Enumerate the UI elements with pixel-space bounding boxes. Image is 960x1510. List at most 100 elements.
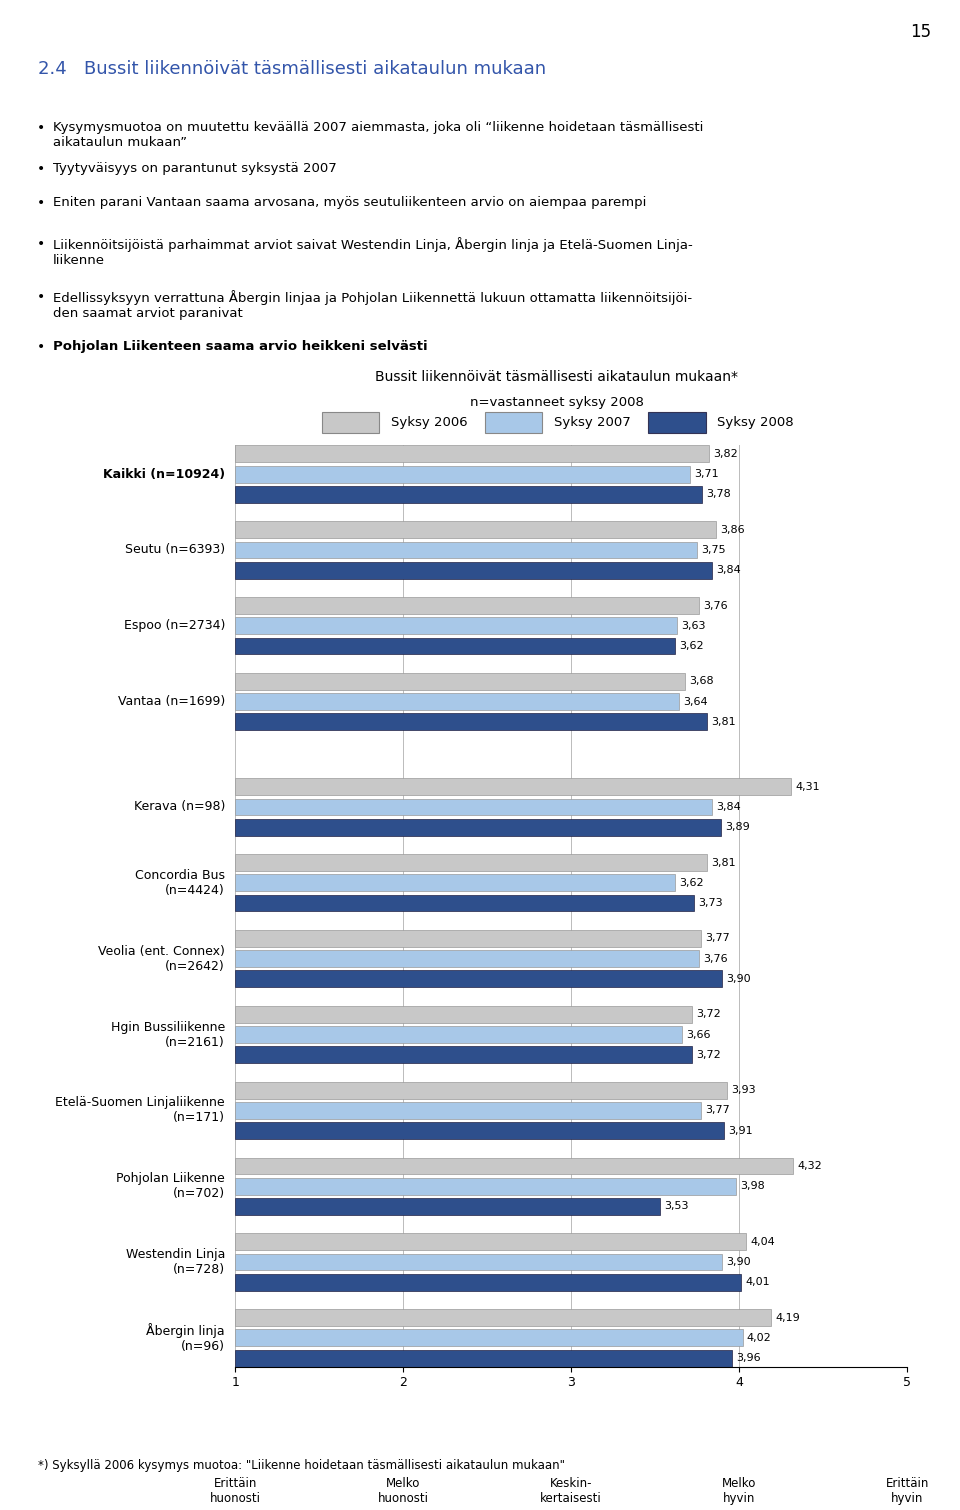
Text: Seutu (n=6393): Seutu (n=6393) — [125, 544, 225, 557]
Bar — [235, 971, 722, 988]
Bar — [235, 693, 679, 710]
Text: 3,96: 3,96 — [736, 1353, 761, 1364]
Bar — [235, 1253, 722, 1270]
Text: *) Syksyllä 2006 kysymys muotoa: "Liikenne hoidetaan täsmällisesti aikataulun mu: *) Syksyllä 2006 kysymys muotoa: "Liiken… — [38, 1459, 565, 1472]
Bar — [235, 1027, 682, 1043]
Text: 3,81: 3,81 — [711, 858, 736, 868]
Bar — [235, 542, 697, 559]
Text: Melko
huonosti: Melko huonosti — [377, 1477, 429, 1505]
Bar — [235, 1158, 793, 1175]
Text: 2.4   Bussit liikennöivät täsmällisesti aikataulun mukaan: 2.4 Bussit liikennöivät täsmällisesti ai… — [38, 60, 546, 79]
Bar — [235, 445, 708, 462]
Text: 4,02: 4,02 — [747, 1333, 772, 1342]
Text: Westendin Linja
(n=728): Westendin Linja (n=728) — [126, 1249, 225, 1276]
Bar — [235, 1350, 732, 1367]
Bar — [235, 1081, 728, 1099]
Text: 3,76: 3,76 — [703, 954, 728, 963]
Text: Concordia Bus
(n=4424): Concordia Bus (n=4424) — [135, 868, 225, 897]
Text: 3,73: 3,73 — [698, 898, 723, 908]
Text: Syksy 2006: Syksy 2006 — [391, 417, 468, 429]
Bar — [235, 713, 708, 731]
Text: •: • — [36, 237, 45, 251]
Text: •: • — [36, 340, 45, 353]
Text: 3,62: 3,62 — [680, 877, 705, 888]
Text: 3,72: 3,72 — [696, 1009, 721, 1019]
Text: Tyytyväisyys on parantunut syksystä 2007: Tyytyväisyys on parantunut syksystä 2007 — [53, 162, 337, 175]
Text: Keskin-
kertaisesti: Keskin- kertaisesti — [540, 1477, 602, 1505]
Bar — [235, 1274, 741, 1291]
Text: 3,72: 3,72 — [696, 1049, 721, 1060]
Bar — [235, 799, 712, 815]
Text: 3,90: 3,90 — [727, 1256, 752, 1267]
Text: Erittäin
hyvin: Erittäin hyvin — [885, 1477, 929, 1505]
Bar — [235, 1046, 692, 1063]
Bar — [235, 618, 677, 634]
Bar — [235, 930, 701, 947]
Bar — [235, 1122, 724, 1139]
Text: 3,81: 3,81 — [711, 717, 736, 726]
Text: 3,86: 3,86 — [720, 524, 745, 535]
Bar — [235, 1197, 660, 1216]
Bar — [235, 894, 694, 912]
Text: Pohjolan Liikenne
(n=702): Pohjolan Liikenne (n=702) — [116, 1172, 225, 1200]
Bar — [235, 855, 708, 871]
Bar — [235, 818, 721, 835]
Text: Kaikki (n=10924): Kaikki (n=10924) — [103, 468, 225, 480]
Bar — [235, 673, 685, 690]
Text: 3,77: 3,77 — [705, 933, 730, 944]
Text: Edellissyksyyn verrattuna Åbergin linjaa ja Pohjolan Liikennettä lukuun ottamatt: Edellissyksyyn verrattuna Åbergin linjaa… — [53, 290, 692, 320]
Text: 3,76: 3,76 — [703, 601, 728, 610]
Text: Vantaa (n=1699): Vantaa (n=1699) — [118, 695, 225, 708]
Text: Kysymysmuotoa on muutettu keväällä 2007 aiemmasta, joka oli “liikenne hoidetaan : Kysymysmuotoa on muutettu keväällä 2007 … — [53, 121, 703, 149]
Text: 4,01: 4,01 — [745, 1277, 770, 1288]
Text: Syksy 2007: Syksy 2007 — [554, 417, 631, 429]
Text: Pohjolan Liikenteen saama arvio heikkeni selvästi: Pohjolan Liikenteen saama arvio heikkeni… — [53, 340, 427, 353]
Text: Etelä-Suomen Linjaliikenne
(n=171): Etelä-Suomen Linjaliikenne (n=171) — [56, 1096, 225, 1125]
Bar — [235, 874, 676, 891]
Bar — [235, 1102, 701, 1119]
Bar — [235, 637, 676, 654]
Text: •: • — [36, 196, 45, 210]
Bar — [235, 1234, 746, 1250]
Text: 4,04: 4,04 — [750, 1237, 775, 1247]
Text: Kerava (n=98): Kerava (n=98) — [133, 800, 225, 814]
Bar — [235, 562, 712, 578]
Text: Liikennöitsijöistä parhaimmat arviot saivat Westendin Linja, Åbergin linja ja Et: Liikennöitsijöistä parhaimmat arviot sai… — [53, 237, 692, 267]
Text: Veolia (ent. Connex)
(n=2642): Veolia (ent. Connex) (n=2642) — [98, 945, 225, 972]
Text: 3,98: 3,98 — [740, 1181, 765, 1191]
Bar — [235, 596, 699, 615]
Text: 3,63: 3,63 — [682, 621, 706, 631]
Text: 3,78: 3,78 — [707, 489, 732, 500]
Bar — [235, 1006, 692, 1022]
Text: 4,19: 4,19 — [776, 1312, 800, 1323]
Text: 3,64: 3,64 — [683, 696, 708, 707]
Text: 4,31: 4,31 — [796, 782, 820, 791]
Text: 15: 15 — [910, 23, 931, 41]
Text: Syksy 2008: Syksy 2008 — [717, 417, 794, 429]
Text: 3,66: 3,66 — [686, 1030, 710, 1039]
Text: 3,91: 3,91 — [729, 1125, 753, 1136]
Text: •: • — [36, 121, 45, 134]
Text: 3,71: 3,71 — [695, 470, 719, 479]
Text: 3,62: 3,62 — [680, 642, 705, 651]
Text: Bussit liikennöivät täsmällisesti aikataulun mukaan*: Bussit liikennöivät täsmällisesti aikata… — [375, 370, 738, 384]
Text: •: • — [36, 290, 45, 304]
Text: n=vastanneet syksy 2008: n=vastanneet syksy 2008 — [469, 396, 644, 409]
Text: Espoo (n=2734): Espoo (n=2734) — [124, 619, 225, 633]
Text: Erittäin
huonosti: Erittäin huonosti — [209, 1477, 261, 1505]
Text: •: • — [36, 162, 45, 175]
Bar — [235, 486, 703, 503]
Bar — [235, 521, 715, 538]
Text: 3,93: 3,93 — [732, 1086, 756, 1095]
Text: 3,77: 3,77 — [705, 1105, 730, 1116]
Bar — [235, 1309, 771, 1326]
Text: 3,90: 3,90 — [727, 974, 752, 985]
Bar — [235, 1329, 743, 1347]
Text: 3,75: 3,75 — [702, 545, 726, 556]
Bar — [235, 950, 699, 966]
Text: 3,84: 3,84 — [716, 565, 741, 575]
Bar — [235, 778, 791, 796]
Bar — [235, 465, 690, 483]
Text: 3,84: 3,84 — [716, 802, 741, 812]
Text: 3,68: 3,68 — [689, 676, 714, 687]
